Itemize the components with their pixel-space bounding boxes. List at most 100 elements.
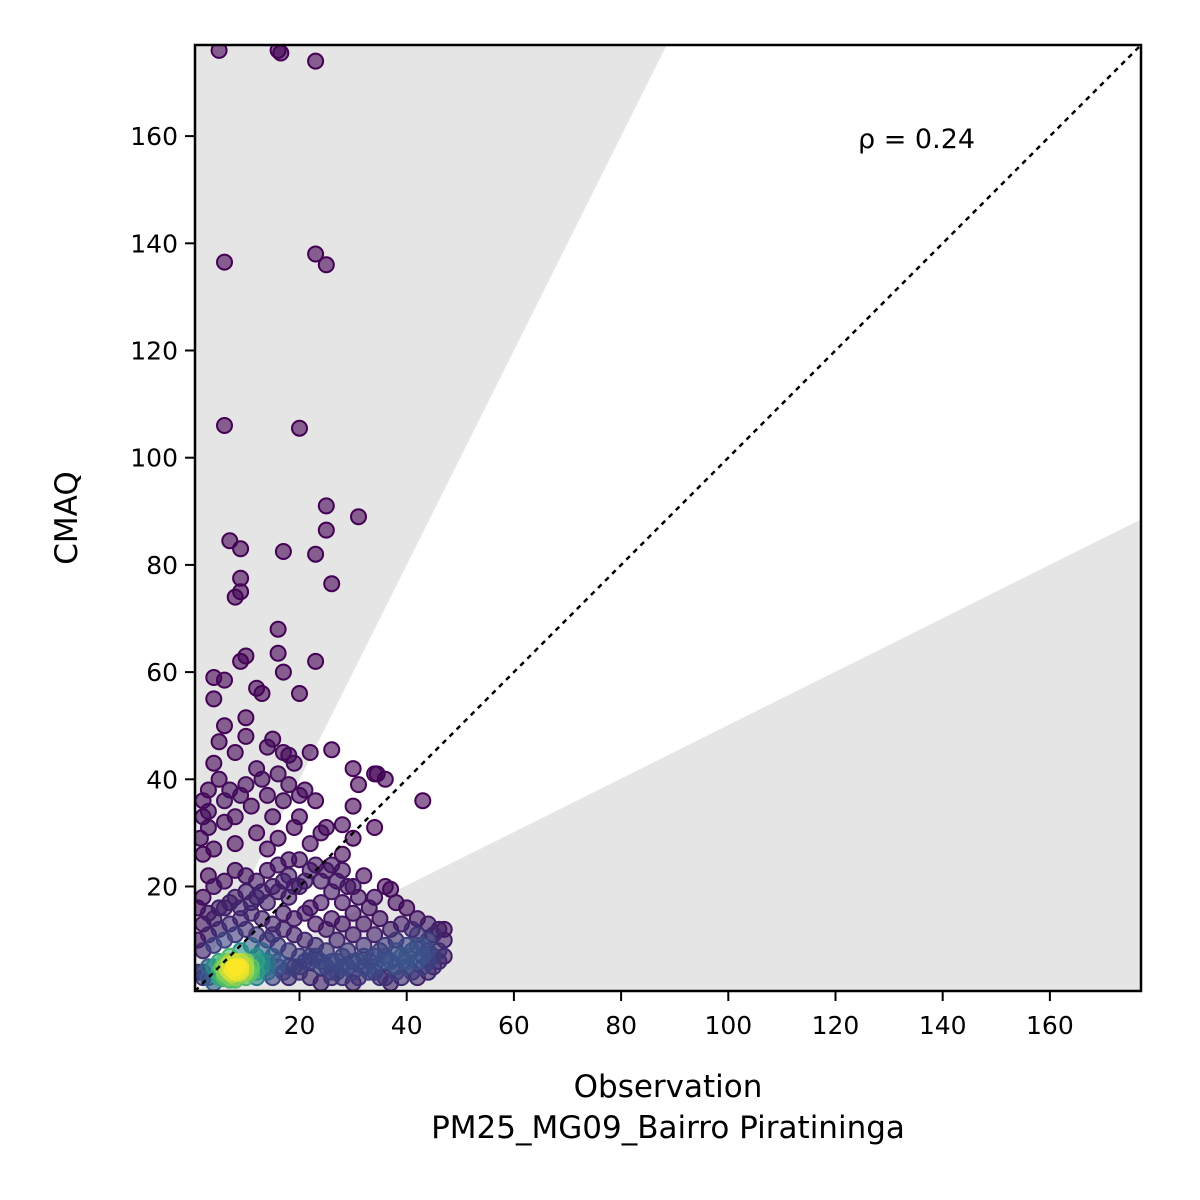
data-point (226, 958, 244, 976)
data-point (312, 872, 330, 890)
data-point (307, 652, 325, 670)
data-point (258, 840, 276, 858)
data-point (366, 765, 384, 783)
data-point (232, 540, 250, 558)
one-to-one-line (195, 45, 1141, 991)
data-point (199, 802, 217, 820)
data-point (269, 765, 287, 783)
data-point (333, 816, 351, 834)
data-point (312, 824, 330, 842)
x-tick-label: 100 (704, 1011, 752, 1040)
data-point (216, 899, 233, 917)
data-point (333, 894, 351, 912)
data-point (216, 813, 233, 831)
data-point (323, 741, 341, 759)
data-point (205, 690, 223, 708)
plot-area (195, 45, 1141, 991)
data-point (355, 915, 373, 933)
data-point (350, 776, 367, 794)
shaded-region-lower (195, 519, 1141, 991)
data-point (398, 947, 416, 965)
x-tick-label: 40 (391, 1011, 423, 1040)
data-point (291, 786, 308, 804)
data-point (307, 52, 325, 70)
data-point (344, 904, 362, 922)
y-axis-label: CMAQ (49, 471, 85, 564)
x-tick-label: 160 (1026, 1011, 1074, 1040)
data-point (291, 685, 308, 702)
data-point (371, 910, 389, 928)
data-point (216, 872, 233, 890)
data-point (333, 915, 351, 933)
plot-frame (193, 43, 1143, 993)
y-tick-label: 120 (130, 337, 178, 366)
data-point (242, 797, 260, 815)
data-point (216, 717, 233, 735)
data-point (237, 727, 255, 745)
data-point (258, 861, 276, 879)
data-point (264, 808, 282, 826)
data-point (253, 770, 271, 788)
data-point (216, 671, 233, 689)
data-point (317, 497, 335, 515)
data-point (317, 920, 335, 938)
data-point (301, 744, 319, 761)
data-point (226, 835, 244, 853)
data-point (272, 45, 290, 62)
data-point (360, 953, 378, 970)
data-point (360, 899, 378, 917)
data-point (258, 786, 276, 804)
correlation-annotation: ρ = 0.24 (858, 124, 975, 155)
data-point (232, 652, 250, 670)
data-point (328, 872, 346, 890)
x-tick-label: 60 (498, 1011, 530, 1040)
data-point (366, 819, 384, 836)
data-point (398, 899, 416, 917)
data-point (216, 792, 233, 810)
data-point (269, 829, 287, 847)
data-point (344, 760, 362, 778)
data-point (328, 931, 346, 949)
data-point (291, 808, 308, 826)
x-axis-label: Observation (574, 1069, 763, 1105)
data-point (323, 575, 341, 593)
data-point (307, 245, 325, 263)
data-point (205, 754, 223, 772)
y-tick-label: 80 (146, 551, 178, 580)
x-tick-label: 120 (812, 1011, 860, 1040)
y-tick-label: 160 (130, 122, 178, 151)
data-point (216, 253, 233, 271)
x-tick-label: 80 (605, 1011, 637, 1040)
data-point (232, 583, 250, 601)
data-point (248, 679, 266, 697)
y-tick-label: 40 (146, 765, 178, 794)
data-point (248, 824, 266, 842)
y-tick-label: 140 (130, 229, 178, 258)
data-point (237, 709, 255, 727)
data-point (291, 851, 308, 869)
y-axis-ticks: 20 40 60 80 100 120 140 160 (130, 122, 195, 901)
data-point (280, 776, 298, 794)
data-point (344, 926, 362, 944)
x-tick-label: 20 (284, 1011, 316, 1040)
y-tick-label: 20 (146, 872, 178, 901)
y-tick-label: 60 (146, 658, 178, 687)
x-tick-label: 140 (919, 1011, 967, 1040)
data-point (226, 744, 244, 761)
data-point (199, 819, 217, 836)
data-point (210, 770, 228, 788)
data-point (274, 904, 292, 922)
data-point (317, 256, 335, 274)
y-tick-label: 100 (130, 444, 178, 473)
data-point (258, 738, 276, 756)
data-point (376, 878, 394, 895)
data-point (210, 45, 228, 59)
data-point (205, 840, 223, 858)
data-point (216, 417, 233, 434)
data-point (344, 797, 362, 815)
data-point (274, 543, 292, 560)
data-point (366, 926, 384, 944)
data-point (274, 744, 292, 761)
x-axis-ticks: 20 40 60 80 100 120 140 160 (284, 991, 1074, 1040)
